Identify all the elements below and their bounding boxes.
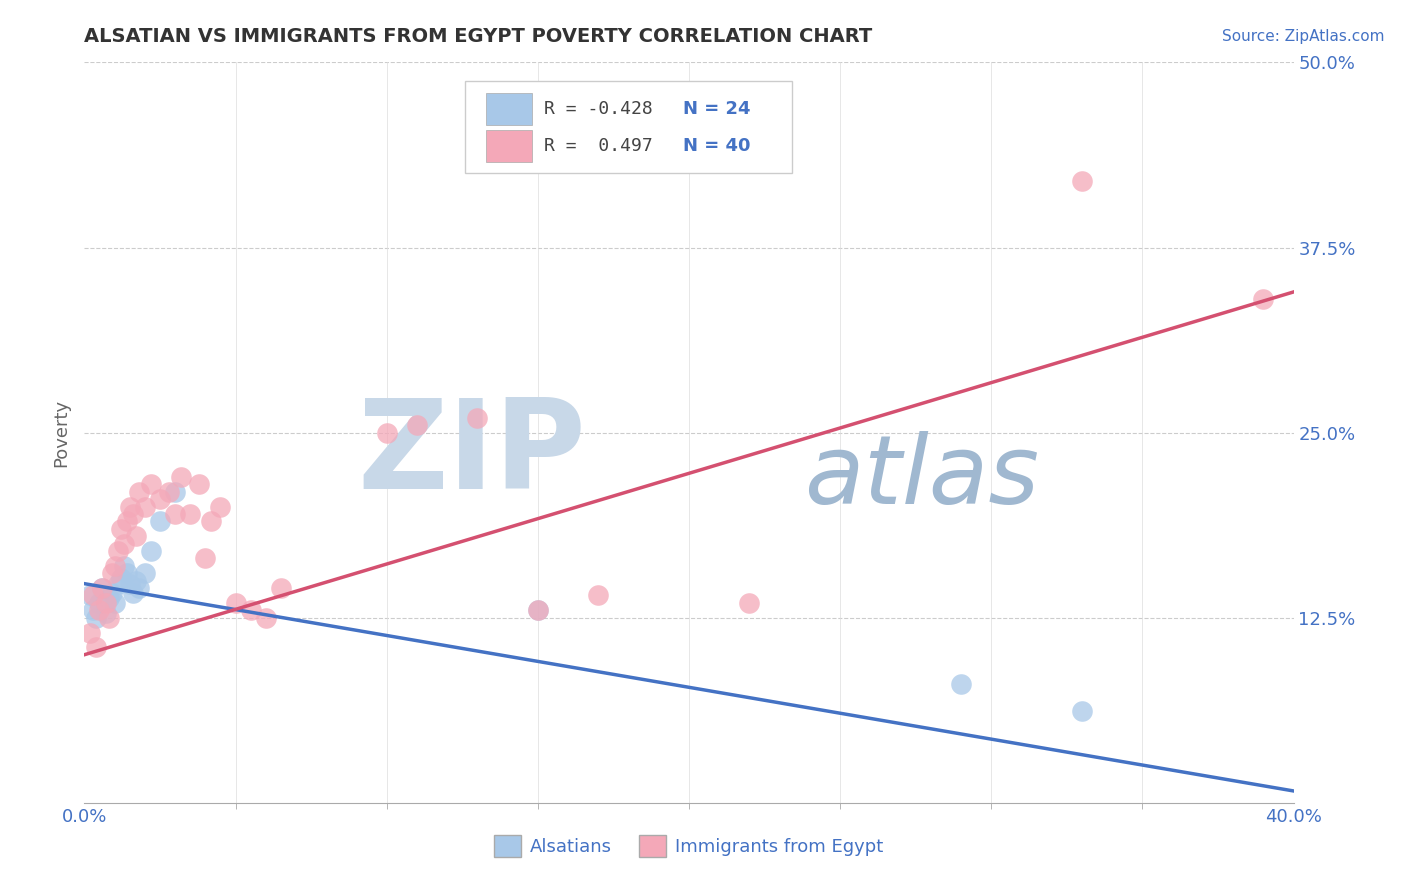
- Point: [165, 484, 187, 499]
- Point: [406, 418, 429, 433]
- Point: [118, 576, 141, 591]
- Point: [94, 596, 117, 610]
- Point: [94, 607, 117, 621]
- FancyBboxPatch shape: [486, 130, 531, 162]
- Text: N = 24: N = 24: [683, 100, 751, 118]
- Point: [118, 500, 141, 514]
- Point: [527, 603, 550, 617]
- Point: [1071, 174, 1094, 188]
- Text: R = -0.428: R = -0.428: [544, 100, 652, 118]
- Point: [188, 477, 211, 491]
- Point: [97, 610, 120, 624]
- Point: [194, 551, 217, 566]
- Point: [89, 596, 111, 610]
- Point: [149, 492, 172, 507]
- Text: Source: ZipAtlas.com: Source: ZipAtlas.com: [1222, 29, 1385, 44]
- Point: [100, 585, 122, 599]
- Text: atlas: atlas: [804, 431, 1039, 524]
- Point: [1253, 293, 1275, 307]
- Point: [82, 603, 104, 617]
- Point: [128, 484, 150, 499]
- Point: [134, 566, 156, 581]
- Point: [112, 558, 135, 573]
- Point: [121, 507, 143, 521]
- Point: [89, 603, 111, 617]
- Point: [91, 581, 114, 595]
- Point: [125, 574, 148, 588]
- Point: [139, 544, 162, 558]
- Point: [270, 581, 292, 595]
- Point: [86, 640, 108, 655]
- Point: [170, 470, 193, 484]
- Point: [115, 515, 138, 529]
- Point: [104, 558, 127, 573]
- Point: [110, 522, 132, 536]
- Point: [200, 515, 222, 529]
- Point: [91, 581, 114, 595]
- Point: [79, 625, 101, 640]
- Point: [139, 477, 162, 491]
- Point: [128, 581, 150, 595]
- Text: R =  0.497: R = 0.497: [544, 137, 652, 155]
- Point: [104, 596, 127, 610]
- Point: [149, 515, 172, 529]
- Point: [134, 500, 156, 514]
- Point: [254, 610, 277, 624]
- Point: [588, 589, 610, 603]
- Point: [1071, 704, 1094, 718]
- Point: [110, 571, 132, 585]
- Point: [179, 507, 201, 521]
- Point: [239, 603, 262, 617]
- Point: [527, 603, 550, 617]
- Point: [97, 591, 120, 606]
- Point: [107, 544, 129, 558]
- Legend: Alsatians, Immigrants from Egypt: Alsatians, Immigrants from Egypt: [486, 828, 891, 864]
- Point: [107, 576, 129, 591]
- Text: ALSATIAN VS IMMIGRANTS FROM EGYPT POVERTY CORRELATION CHART: ALSATIAN VS IMMIGRANTS FROM EGYPT POVERT…: [84, 27, 873, 45]
- Point: [115, 566, 138, 581]
- FancyBboxPatch shape: [486, 93, 531, 126]
- Point: [738, 596, 761, 610]
- Text: ZIP: ZIP: [357, 394, 586, 516]
- Point: [165, 507, 187, 521]
- FancyBboxPatch shape: [465, 81, 792, 173]
- Point: [79, 589, 101, 603]
- Point: [157, 484, 180, 499]
- Y-axis label: Poverty: Poverty: [52, 399, 70, 467]
- Point: [125, 529, 148, 543]
- Text: N = 40: N = 40: [683, 137, 751, 155]
- Point: [209, 500, 232, 514]
- Point: [950, 677, 973, 691]
- Point: [86, 610, 108, 624]
- Point: [121, 585, 143, 599]
- Point: [112, 536, 135, 550]
- Point: [100, 566, 122, 581]
- Point: [375, 425, 398, 440]
- Point: [467, 410, 489, 425]
- Point: [225, 596, 247, 610]
- Point: [82, 589, 104, 603]
